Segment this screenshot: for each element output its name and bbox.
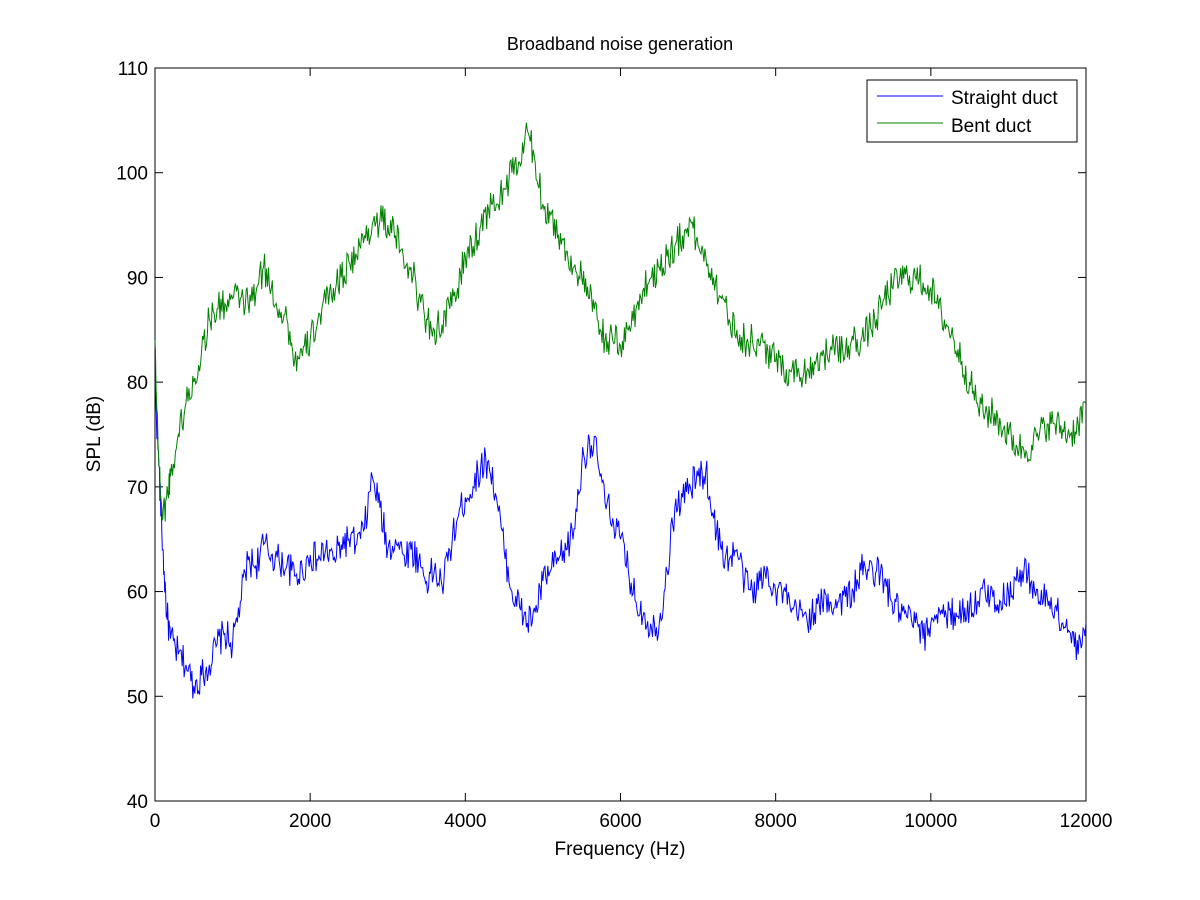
x-tick-label: 12000 — [1060, 811, 1113, 832]
x-tick-label: 6000 — [599, 811, 641, 832]
x-axis-label: Frequency (Hz) — [555, 839, 686, 860]
x-tick-label: 4000 — [444, 811, 486, 832]
legend: Straight duct Bent duct — [866, 79, 1078, 143]
axis-ticks: 0 2000 4000 6000 8000 10000 12000 40 50 60 70 80 90 1… — [116, 59, 1112, 832]
legend-label-bent-duct: Bent duct — [951, 116, 1032, 137]
chart-title: Broadband noise generation — [507, 34, 733, 54]
x-tick-label: 10000 — [904, 811, 957, 832]
y-tick-label: 100 — [116, 164, 148, 185]
y-tick-label: 110 — [118, 59, 148, 80]
y-axis-label: SPL (dB) — [84, 396, 105, 472]
x-tick-label: 0 — [150, 811, 161, 832]
y-tick-label: 80 — [127, 373, 148, 394]
y-tick-label: 70 — [127, 478, 148, 499]
series-line-straight-duct — [154, 382, 1087, 699]
axes-box — [154, 67, 1087, 802]
legend-label-straight-duct: Straight duct — [951, 88, 1058, 109]
legend-box — [866, 79, 1078, 143]
y-tick-label: 90 — [127, 268, 148, 289]
plot-area — [154, 67, 1087, 802]
y-tick-label: 40 — [127, 792, 148, 813]
x-tick-label: 2000 — [289, 811, 331, 832]
y-tick-label: 60 — [127, 583, 148, 604]
series-layer — [154, 122, 1087, 699]
y-tick-label: 50 — [127, 687, 148, 708]
series-line-bent-duct — [154, 122, 1087, 522]
x-tick-label: 8000 — [755, 811, 797, 832]
